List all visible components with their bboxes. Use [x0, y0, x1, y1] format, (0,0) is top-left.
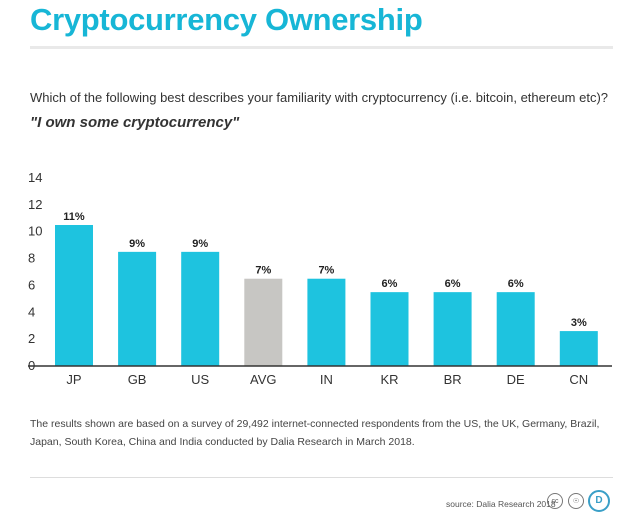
title-divider — [30, 46, 613, 49]
bar-chart: 0246810121411%JP9%GB9%US7%AVG7%IN6%KR6%B… — [28, 170, 612, 387]
source-label: source: Dalia Research 2018 — [446, 499, 556, 509]
x-tick-label: GB — [128, 372, 147, 387]
data-label: 9% — [129, 238, 145, 250]
person-icon: ☉ — [568, 493, 584, 509]
x-tick-label: DE — [507, 372, 525, 387]
survey-question: Which of the following best describes yo… — [30, 90, 609, 105]
bar-kr — [370, 292, 409, 366]
data-label: 6% — [382, 278, 398, 290]
data-label: 9% — [192, 238, 208, 250]
bar-de — [496, 292, 535, 366]
bar-in — [307, 278, 346, 366]
bar-avg — [244, 278, 283, 366]
x-tick-label: JP — [66, 372, 81, 387]
y-tick-label: 8 — [28, 251, 35, 266]
page-title: Cryptocurrency Ownership — [30, 2, 423, 37]
data-label: 6% — [508, 278, 524, 290]
y-tick-label: 14 — [28, 170, 42, 185]
x-tick-label: KR — [380, 372, 398, 387]
data-label: 11% — [63, 211, 85, 223]
bar-us — [181, 251, 220, 366]
y-tick-label: 6 — [28, 277, 35, 292]
bar-cn — [559, 331, 598, 366]
survey-answer: "I own some cryptocurrency" — [30, 114, 240, 131]
bar-br — [433, 292, 472, 366]
data-label: 7% — [255, 265, 271, 277]
bar-jp — [55, 225, 93, 366]
x-tick-label: AVG — [250, 372, 277, 387]
y-tick-label: 2 — [28, 331, 35, 346]
y-tick-label: 12 — [28, 197, 42, 212]
footer-divider — [30, 477, 613, 478]
x-tick-label: BR — [444, 372, 462, 387]
methodology-note: The results shown are based on a survey … — [30, 418, 600, 448]
dalia-logo-icon: D — [588, 490, 610, 512]
y-tick-label: 10 — [28, 224, 42, 239]
cc-icon: cc — [547, 493, 563, 509]
bar-gb — [118, 251, 157, 366]
x-tick-label: US — [191, 372, 209, 387]
data-label: 3% — [571, 317, 587, 329]
y-tick-label: 4 — [28, 304, 35, 319]
data-label: 7% — [318, 265, 334, 277]
data-label: 6% — [445, 278, 461, 290]
x-tick-label: CN — [569, 372, 588, 387]
x-tick-label: IN — [320, 372, 333, 387]
